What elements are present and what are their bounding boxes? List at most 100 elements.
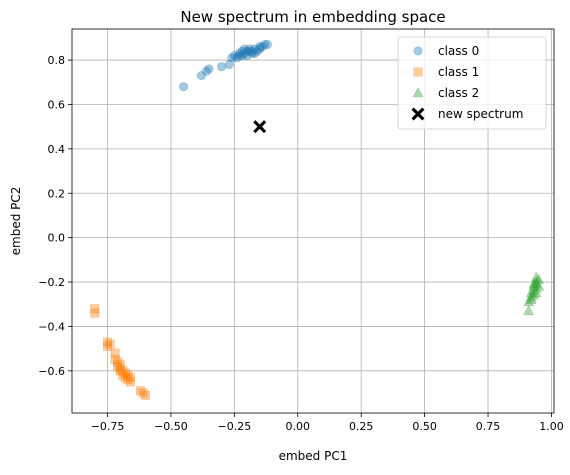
x-tick-label: −0.75 [91,420,125,433]
class-1-point [103,337,113,347]
legend-frame [397,36,547,130]
class-2-point [525,287,537,298]
class-0-point [245,46,255,56]
class-1-point [123,370,133,380]
legend-entry-class-2: class 2 [412,86,479,100]
class-2-point [528,278,540,289]
y-tick-label: 0.8 [48,54,66,67]
class-1-point [123,375,133,385]
plot-area-frame [71,28,555,414]
class-1-point [113,357,123,367]
legend-label: new spectrum [438,107,523,121]
x-tick-label: 1.00 [539,420,564,433]
class-2-point [528,280,540,291]
legend-entry-class-1: class 1 [413,65,479,79]
class-1-point [138,388,148,398]
class-0-point [245,44,255,54]
legend: class 0 class 1 class 2 new spectrum [397,36,547,130]
class-0-point [250,48,260,58]
class-0-point [224,60,234,70]
class-2-point [523,296,534,307]
class-1-point [135,386,145,396]
y-tick-label: 0.0 [48,232,66,245]
x-tick-label: 0.00 [286,420,311,433]
series-class-0 [179,40,272,92]
class-1-point [90,304,100,314]
class-1-point [90,308,100,318]
class-0-point [204,64,214,74]
class-2-point [528,289,540,300]
class-2-point [530,271,542,282]
class-1-point [120,372,130,382]
legend-marker-new-spectrum [411,107,425,121]
legend-marker-class-2 [412,87,424,98]
class-1-point [110,355,120,365]
legend-label: class 2 [438,86,479,100]
class-0-point [237,51,247,61]
x-tick-label: 0.50 [412,420,437,433]
class-2-point [530,282,542,293]
class-0-point [260,40,270,50]
legend-entry-new-spectrum: new spectrum [411,107,523,121]
class-2-point [525,293,537,304]
class-0-point [227,53,237,63]
class-0-point [179,82,189,92]
class-0-point [250,44,260,54]
class-1-point [125,372,135,382]
class-0-point [255,42,265,52]
legend-label: class 0 [438,44,479,58]
class-0-point [242,46,252,56]
class-0-point [247,48,257,58]
new-spectrum-point [253,120,267,134]
y-tick-label: 0.6 [48,98,66,111]
y-tick-label: 0.4 [48,143,66,156]
class-1-point [113,361,123,371]
chart-title: New spectrum in embedding space [180,8,445,26]
legend-label: class 1 [438,65,479,79]
class-2-point [525,291,537,302]
y-tick-label: −0.4 [38,320,65,333]
legend-marker-class-1 [413,67,423,77]
class-0-point [196,71,206,81]
x-axis-label: embed PC1 [279,449,348,463]
x-tick-label: −0.50 [154,420,188,433]
class-0-point [232,53,242,63]
class-1-point [115,359,125,369]
class-0-point [252,46,262,56]
y-axis-label: embed PC2 [9,187,23,256]
x-tick-label: −0.25 [217,420,251,433]
class-1-point [118,366,128,376]
class-0-point [234,48,244,58]
class-0-point [237,46,247,56]
class-2-point [533,280,545,291]
class-0-point [247,46,257,56]
ticks-layer: −0.75 −0.50 −0.25 0.00 0.25 0.50 0.75 1.00 −0.6 −… [38,54,563,433]
class-2-point [530,276,542,287]
class-1-point [125,377,135,387]
class-0-point [201,66,211,76]
class-2-point [528,285,540,296]
class-0-point [242,51,252,61]
points-layer [90,40,545,400]
x-tick-label: 0.25 [349,420,374,433]
series-class-1 [90,304,151,400]
y-tick-label: −0.6 [38,365,65,378]
class-2-point [530,287,542,298]
class-2-point [533,273,545,284]
y-tick-label: 0.2 [48,187,66,200]
class-2-point [523,305,534,315]
class-1-point [115,364,125,374]
class-0-point [229,51,239,61]
class-0-point [262,40,272,50]
class-0-point [240,44,250,54]
class-0-point [255,44,265,54]
legend-marker-class-0 [413,46,423,56]
class-1-point [115,366,125,376]
class-0-point [240,48,250,58]
class-1-point [118,370,128,380]
class-1-point [141,390,151,400]
x-tick-label: 0.75 [476,420,501,433]
class-0-point [234,51,244,61]
